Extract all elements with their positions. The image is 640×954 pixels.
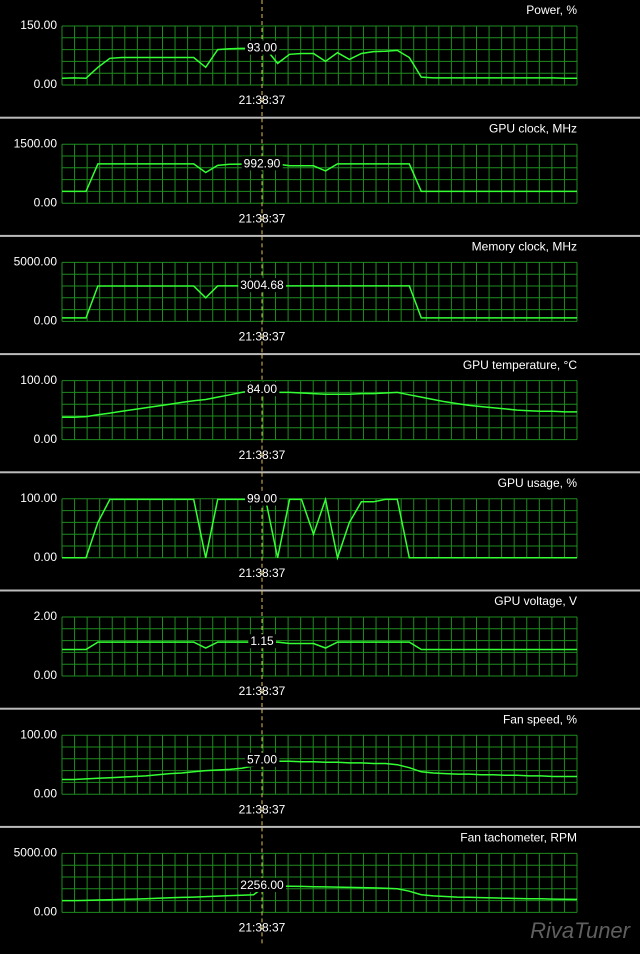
- y-tick-label: 5000.00: [14, 846, 58, 860]
- cursor-value: 93.00: [247, 41, 277, 55]
- y-tick-label: 0.00: [34, 77, 58, 91]
- panel-title: GPU voltage, V: [494, 594, 577, 608]
- separator: [0, 825, 640, 828]
- cursor-value: 3004.68: [240, 278, 284, 292]
- separator: [0, 234, 640, 237]
- panel-title: Power, %: [526, 3, 577, 17]
- cursor-time: 21:38:37: [239, 566, 286, 580]
- cursor-value-bg: [244, 491, 280, 506]
- panel: 0.00 2.00 GPU voltage, V 1.15 21:38:37: [0, 589, 640, 708]
- cursor-value-bg: [244, 752, 280, 767]
- panel-title: Memory clock, MHz: [472, 240, 577, 254]
- series-line: [62, 759, 577, 781]
- panel-title: Fan speed, %: [503, 712, 577, 726]
- cursor-value: 1.15: [250, 634, 274, 648]
- panel: 0.00 150.00 Power, % 93.00 21:38:37: [20, 0, 578, 117]
- cursor-time: 21:38:37: [239, 211, 286, 225]
- y-tick-label: 100.00: [20, 491, 57, 505]
- y-tick-label: 0.00: [34, 786, 58, 800]
- cursor-value: 992.90: [244, 156, 281, 170]
- cursor-time: 21:38:37: [239, 448, 286, 462]
- cursor-time: 21:38:37: [239, 330, 286, 344]
- panel: 0.00 5000.00 Fan tachometer, RPM 2256.00 21:…: [0, 825, 640, 944]
- separator: [0, 471, 640, 474]
- cursor-time: 21:38:37: [239, 93, 286, 107]
- y-tick-label: 150.00: [20, 18, 57, 32]
- cursor-time: 21:38:37: [239, 684, 286, 698]
- cursor-value: 84.00: [247, 382, 277, 396]
- separator: [0, 116, 640, 119]
- y-tick-label: 0.00: [34, 550, 58, 564]
- panel-title: GPU temperature, °C: [463, 358, 578, 372]
- cursor-time: 21:38:37: [239, 921, 286, 935]
- panel: 0.00 100.00 GPU usage, % 99.00 21:38:37: [0, 471, 640, 589]
- y-tick-label: 0.00: [34, 432, 58, 446]
- y-tick-label: 1500.00: [14, 136, 58, 150]
- cursor-time: 21:38:37: [239, 802, 286, 816]
- series-line: [62, 389, 577, 418]
- cursor-value: 57.00: [247, 753, 277, 767]
- separator: [0, 707, 640, 710]
- panel-title: Fan tachometer, RPM: [460, 831, 577, 845]
- y-tick-label: 100.00: [20, 373, 57, 387]
- series-line: [62, 885, 578, 902]
- cursor-value-bg: [238, 278, 287, 293]
- cursor-value-bg: [241, 156, 283, 171]
- panel: 0.00 5000.00 Memory clock, MHz 3004.68 21:38…: [0, 234, 640, 353]
- panel: 0.00 100.00 Fan speed, % 57.00 21:38:37: [0, 707, 640, 826]
- series-line: [61, 47, 577, 80]
- y-tick-label: 0.00: [34, 668, 58, 682]
- cursor-value: 2256.00: [240, 878, 284, 892]
- panel: 0.00 100.00 GPU temperature, °C 84.00 21:38:…: [0, 353, 640, 471]
- series-line: [62, 496, 577, 561]
- series-line: [62, 285, 577, 319]
- cursor-value: 99.00: [247, 492, 277, 506]
- cursor-value-bg: [244, 382, 280, 397]
- cursor-value-bg: [238, 877, 287, 892]
- series-line: [62, 163, 577, 193]
- separator: [0, 589, 640, 592]
- panel-title: GPU clock, MHz: [489, 121, 577, 135]
- y-tick-label: 0.00: [34, 905, 58, 919]
- cursor-value-bg: [244, 40, 280, 55]
- y-tick-label: 0.00: [34, 195, 58, 209]
- cursor-value-bg: [248, 634, 277, 649]
- y-tick-label: 0.00: [34, 314, 58, 328]
- y-tick-label: 2.00: [34, 609, 58, 623]
- panel-title: GPU usage, %: [498, 476, 578, 490]
- y-tick-label: 5000.00: [14, 255, 58, 269]
- y-tick-label: 100.00: [20, 727, 57, 741]
- separator: [0, 353, 640, 356]
- series-line: [62, 641, 577, 651]
- panel: 0.00 1500.00 GPU clock, MHz 992.90 21:38:37: [0, 116, 640, 235]
- logo: RivaTuner: [530, 918, 632, 943]
